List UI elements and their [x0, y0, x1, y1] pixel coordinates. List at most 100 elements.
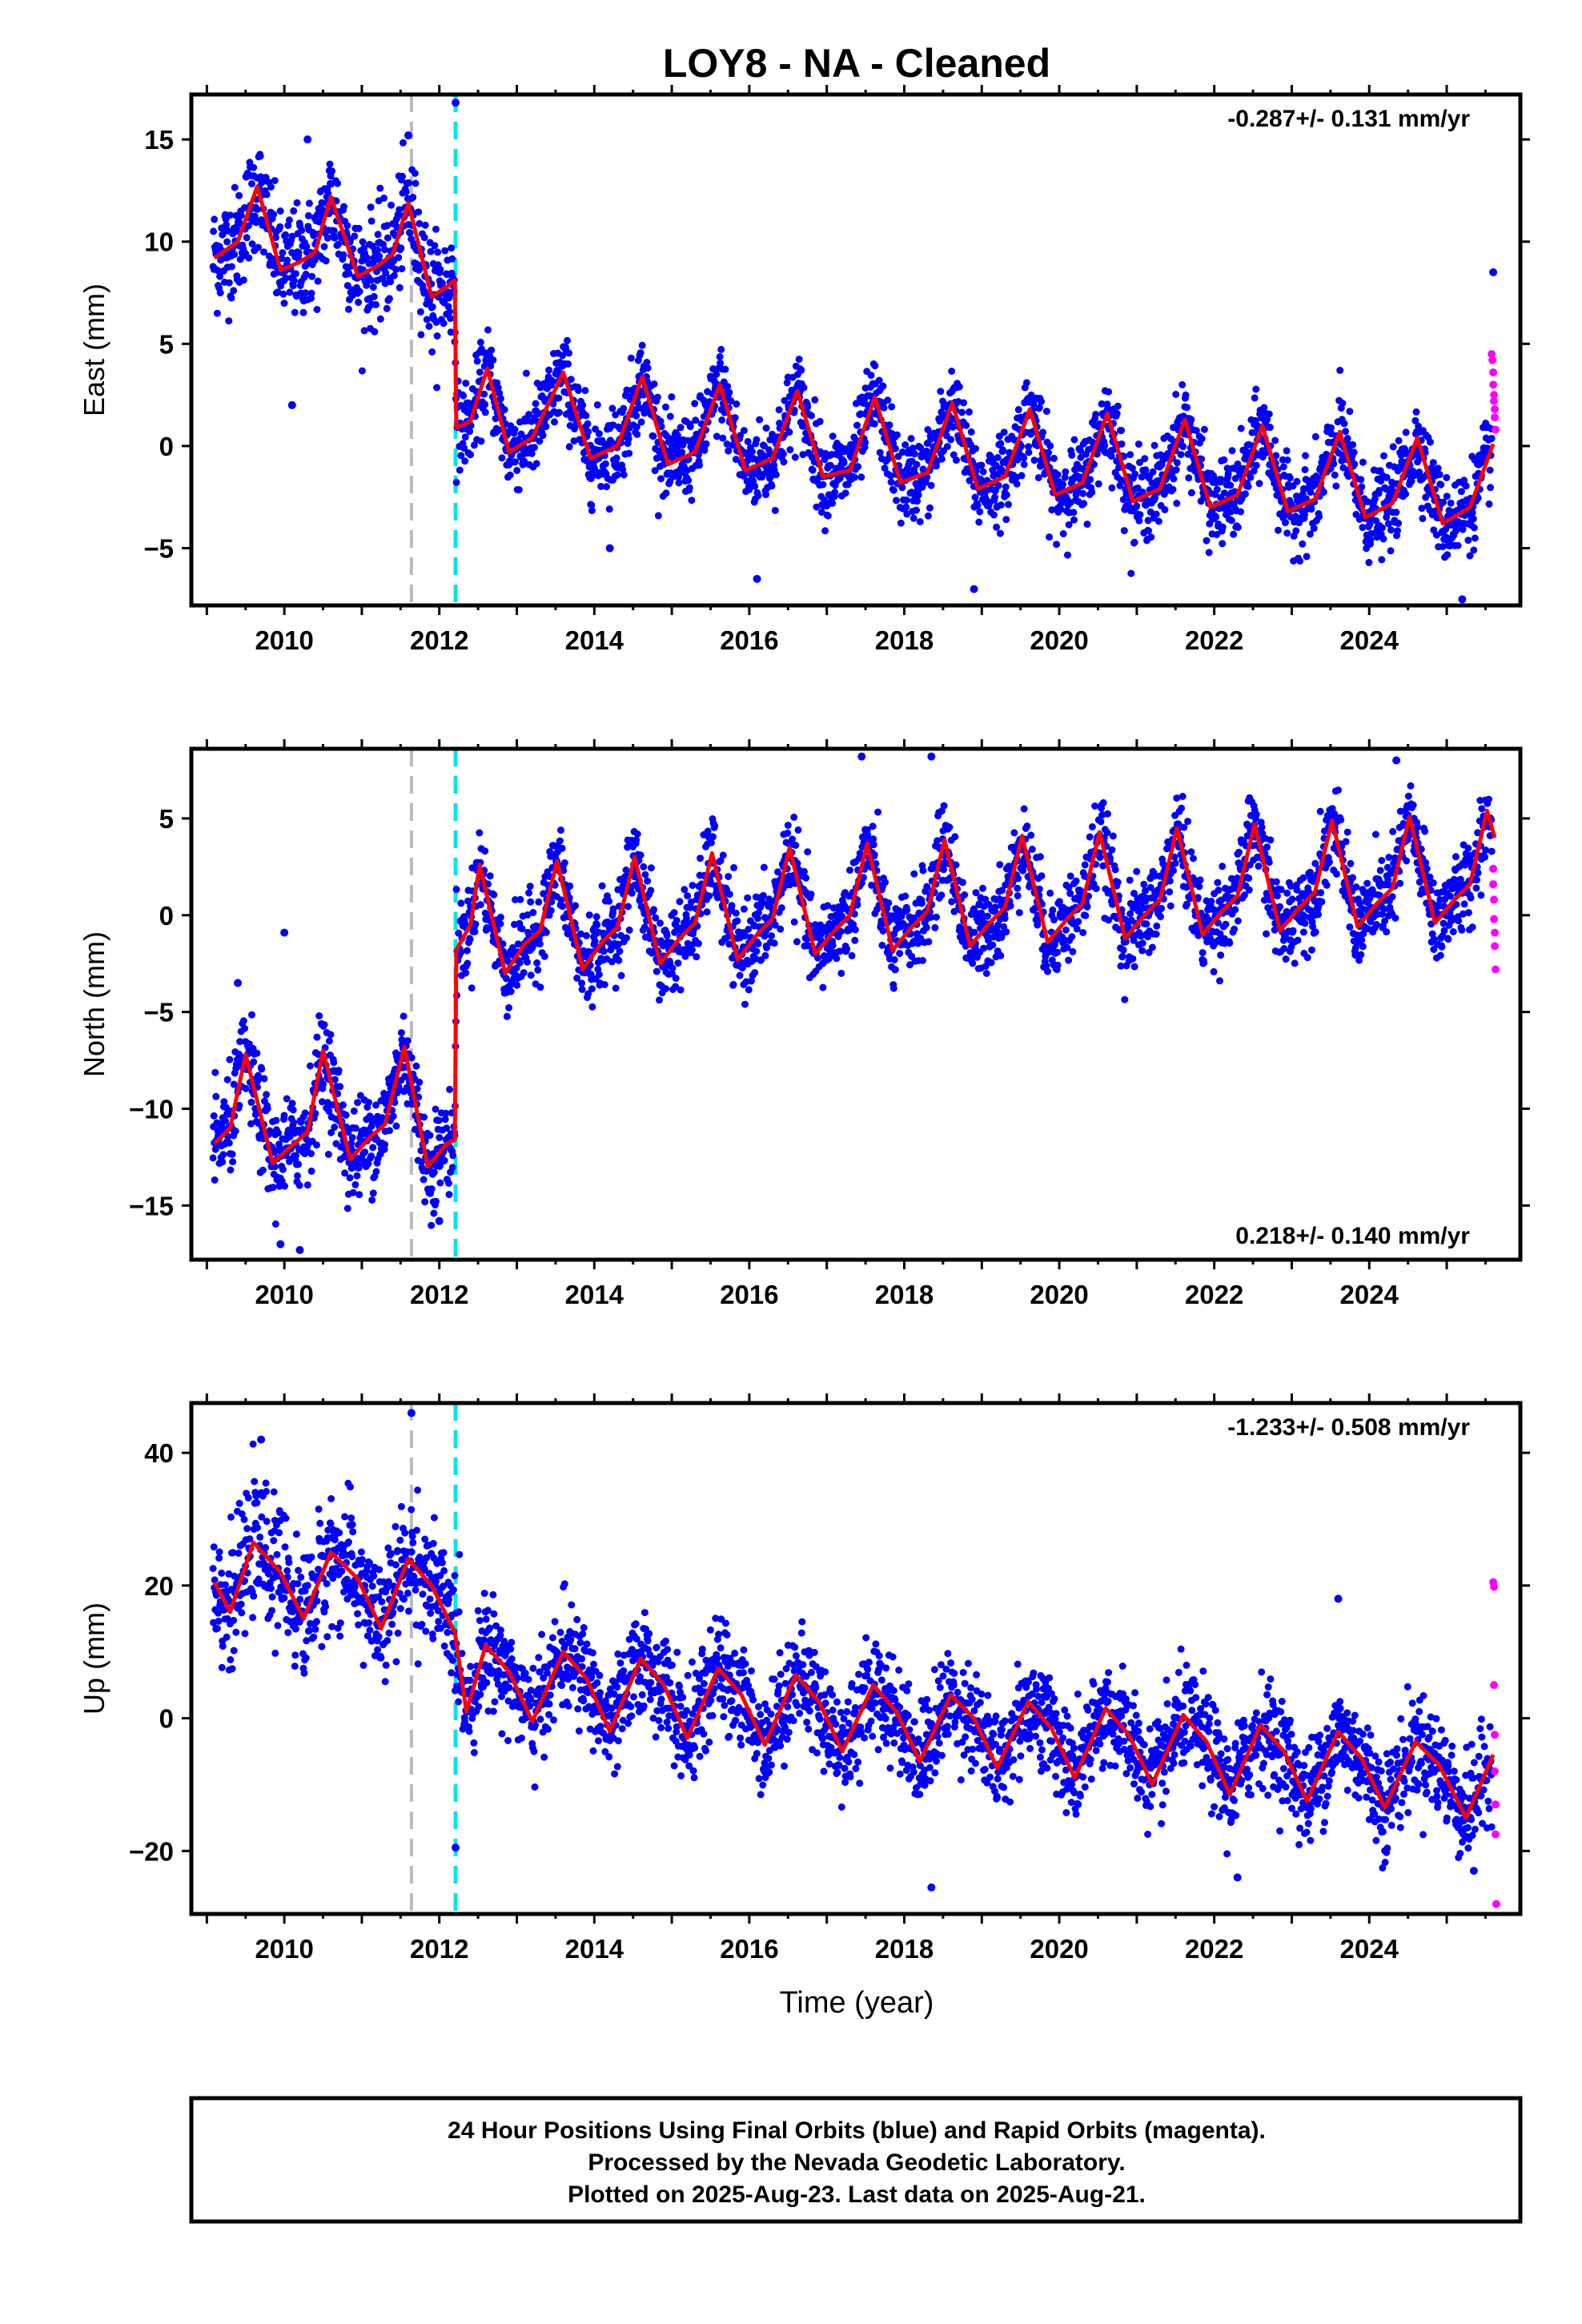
up-outlier-point: [927, 1883, 936, 1892]
east-outlier-point: [1458, 595, 1467, 604]
up-y-tick-label: 20: [144, 1571, 174, 1601]
east-y-tick-label: 10: [144, 227, 174, 257]
east-x-tick-label: 2014: [565, 625, 624, 655]
east-rapid-point: [1489, 368, 1498, 377]
north-y-axis-label: North (mm): [78, 931, 110, 1077]
up-rapid-point: [1492, 1800, 1500, 1809]
north-model-curve: [213, 808, 1497, 1169]
east-rapid-point: [1490, 391, 1499, 400]
east-y-tick-label: −5: [143, 534, 174, 564]
east-rapid-point: [1491, 405, 1500, 414]
east-outlier-point: [970, 585, 978, 593]
east-model-curve: [213, 184, 1496, 526]
up-outlier-point: [407, 1409, 416, 1417]
up-x-tick-label: 2012: [410, 1934, 468, 1964]
up-rapid-orbit-points: [1489, 1578, 1500, 1908]
up-x-ticks: 2010 2012 2014 2016 2018 2020 2022 2024: [205, 1393, 1487, 1964]
east-rapid-point: [1490, 396, 1499, 405]
footer-line-2: Processed by the Nevada Geodetic Laborat…: [588, 2149, 1125, 2176]
north-outlier-point: [435, 1216, 444, 1225]
east-rapid-point: [1489, 380, 1498, 389]
north-x-ticks: 2010 2012 2014 2016 2018 2020 2022 2024: [205, 739, 1487, 1309]
north-y-tick-label: 5: [159, 804, 174, 834]
north-panel: 2010 2012 2014 2016 2018 2020 2022 2024 −15 −10 −5…: [78, 739, 1530, 1309]
up-x-tick-label: 2024: [1340, 1934, 1399, 1964]
east-y-tick-label: 15: [144, 125, 174, 155]
up-velocity-rate: -1.233+/- 0.508 mm/yr: [1227, 1414, 1470, 1441]
east-rapid-point: [1491, 413, 1500, 422]
north-final-orbit-points: [209, 752, 1496, 1254]
up-y-axis-label: Up (mm): [78, 1602, 110, 1715]
up-rapid-point: [1491, 1731, 1500, 1739]
up-outlier-point: [257, 1435, 266, 1444]
up-panel: 2010 2012 2014 2016 2018 2020 2022 2024 −20 0 20 40…: [78, 1393, 1530, 1964]
up-y-tick-label: 40: [144, 1438, 174, 1468]
up-x-tick-label: 2014: [565, 1934, 624, 1964]
east-final-orbit-dots: [209, 139, 1496, 577]
east-rapid-point: [1488, 350, 1496, 359]
east-outlier-point: [1489, 268, 1498, 277]
up-rapid-point: [1490, 1681, 1499, 1690]
up-x-tick-label: 2022: [1185, 1934, 1243, 1964]
east-outlier-point: [605, 544, 614, 553]
east-rapid-orbit-points: [1488, 350, 1500, 434]
east-x-tick-label: 2024: [1340, 625, 1399, 655]
north-outlier-point: [234, 979, 243, 987]
north-rapid-point: [1489, 864, 1498, 873]
north-outlier-point: [276, 1240, 285, 1248]
east-panel: 2010 2012 2014 2016 2018 2020 2022 2024 −5 0 5 10 15…: [78, 85, 1530, 655]
footer-line-1: 24 Hour Positions Using Final Orbits (bl…: [448, 2117, 1266, 2144]
up-frame: [189, 1401, 1523, 1916]
east-x-tick-label: 2012: [410, 625, 468, 655]
east-outlier-point: [404, 131, 413, 140]
up-rapid-point: [1490, 1582, 1499, 1591]
east-x-ticks: 2010 2012 2014 2016 2018 2020 2022 2024: [205, 85, 1487, 655]
east-x-tick-label: 2010: [255, 625, 313, 655]
east-outlier-point: [753, 574, 761, 583]
east-velocity-rate: -0.287+/- 0.131 mm/yr: [1227, 106, 1470, 132]
east-final-orbit-points: [209, 99, 1498, 604]
north-outlier-point: [857, 752, 866, 761]
up-y-tick-label: 0: [159, 1704, 174, 1734]
east-y-tick-label: 5: [159, 329, 174, 359]
north-rapid-point: [1492, 965, 1500, 974]
north-plot-area: [209, 749, 1500, 1260]
north-y-tick-label: −10: [129, 1095, 174, 1124]
up-outlier-point: [1469, 1867, 1478, 1876]
up-model-curve: [212, 1540, 1496, 1820]
north-y-tick-label: 0: [159, 901, 174, 931]
north-rapid-point: [1490, 915, 1499, 923]
north-final-orbit-dots: [209, 782, 1496, 1229]
up-final-orbit-points: [209, 1409, 1496, 1892]
up-rapid-point: [1492, 1900, 1500, 1908]
up-outlier-point: [452, 1844, 460, 1852]
east-x-tick-label: 2020: [1030, 625, 1088, 655]
north-y-tick-label: −15: [129, 1191, 174, 1220]
up-outlier-point: [1334, 1594, 1343, 1603]
footer-line-3: Plotted on 2025-Aug-23. Last data on 202…: [568, 2181, 1146, 2208]
north-x-tick-label: 2010: [255, 1280, 313, 1309]
north-x-tick-label: 2022: [1185, 1280, 1243, 1309]
north-outlier-point: [1392, 756, 1401, 765]
east-y-ticks: −5 0 5 10 15: [143, 125, 1530, 564]
east-outlier-point: [303, 135, 312, 144]
up-final-orbit-dots: [209, 1440, 1496, 1872]
up-plot-area: [209, 1403, 1500, 1914]
north-x-tick-label: 2020: [1030, 1280, 1088, 1309]
up-x-tick-label: 2016: [720, 1934, 778, 1964]
x-axis-label: Time (year): [780, 1986, 934, 2020]
north-x-tick-label: 2016: [720, 1280, 778, 1309]
east-rapid-point: [1488, 356, 1497, 364]
north-y-tick-label: −5: [143, 998, 174, 1027]
north-rapid-point: [1491, 942, 1500, 951]
north-velocity-rate: 0.218+/- 0.140 mm/yr: [1235, 1223, 1470, 1249]
north-x-tick-label: 2024: [1340, 1280, 1399, 1309]
north-rapid-point: [1489, 880, 1498, 889]
east-x-tick-label: 2018: [875, 625, 934, 655]
east-x-tick-label: 2022: [1185, 625, 1243, 655]
east-rapid-point: [1492, 425, 1500, 434]
north-outlier-point: [295, 1245, 304, 1254]
north-outlier-point: [927, 752, 936, 761]
north-x-tick-label: 2014: [565, 1280, 624, 1309]
